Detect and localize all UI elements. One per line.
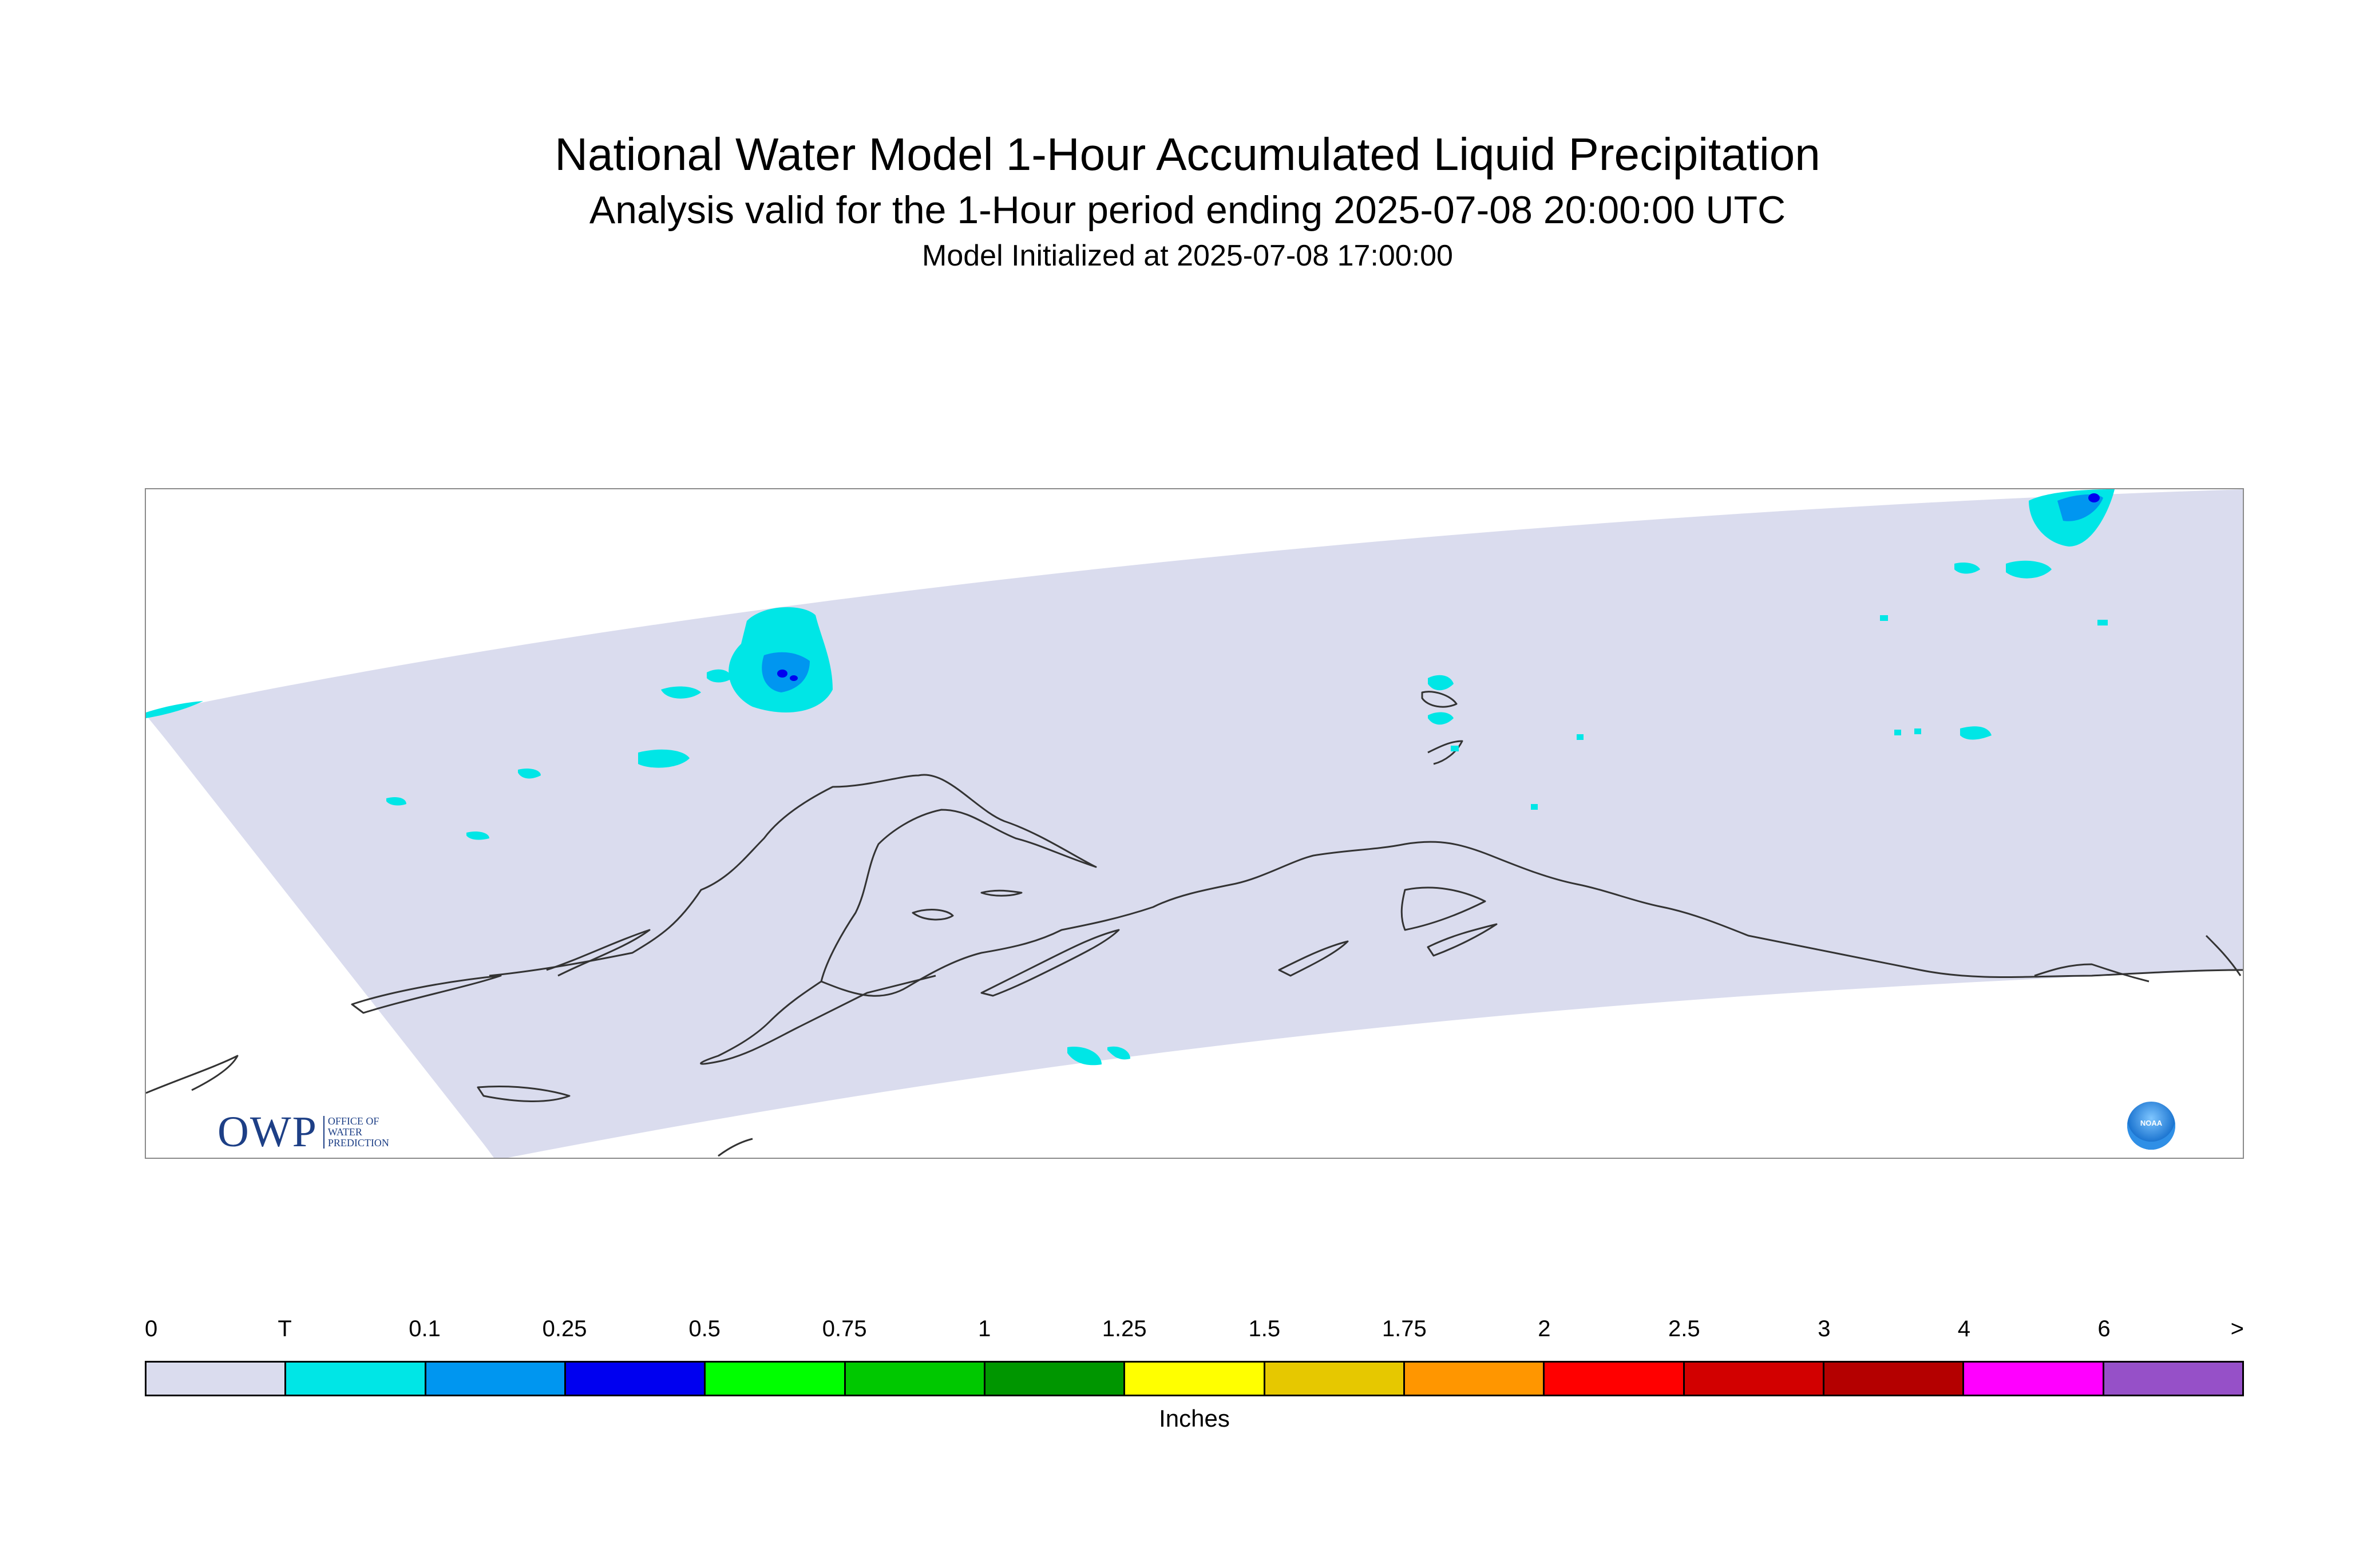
precip-peak-ne	[2088, 493, 2100, 502]
legend-label-2: 0.1	[409, 1316, 441, 1341]
coast-west-2	[351, 975, 502, 1014]
legend-units: Inches	[1159, 1405, 1230, 1432]
precip-peak-1	[777, 670, 787, 678]
legend-label-10: 2	[1538, 1316, 1551, 1341]
legend-bin-1	[286, 1363, 426, 1395]
precip-speck-2	[1531, 804, 1538, 810]
legend-labels: 0 T 0.1 0.25 0.5 0.75 1 1.25 1.5 1.75 2 2.5 3 4 6 >	[145, 1316, 2244, 1351]
precip-blob-14	[466, 831, 489, 840]
legend-bin-2	[426, 1363, 566, 1395]
precip-blob-6	[1428, 712, 1454, 725]
legend-bin-4	[706, 1363, 846, 1395]
legend-bin-7	[1125, 1363, 1265, 1395]
precip-blob-9	[1960, 726, 1992, 740]
precip-speck-5	[1914, 728, 1921, 734]
precip-blob-4	[707, 669, 733, 683]
island-5	[1427, 923, 1498, 957]
model-init-line: Model Initialized at 2025-07-08 17:00:00	[922, 239, 1453, 272]
legend-label-14: 6	[2097, 1316, 2111, 1341]
coast-fjord	[1427, 740, 1463, 765]
coast-sw	[477, 1086, 571, 1102]
precip-speck-7	[1894, 730, 1901, 735]
precip-blob-12	[146, 701, 203, 718]
precip-blob-5	[1428, 675, 1454, 691]
precip-blue	[777, 493, 2100, 681]
noaa-logo: NOAA	[2127, 1102, 2175, 1150]
island-3	[1400, 886, 1486, 931]
legend-label-13: 4	[1957, 1316, 1971, 1341]
coast-west	[146, 1055, 239, 1094]
coastline-main	[489, 774, 2243, 997]
precip-peak-2	[790, 675, 798, 681]
kodiak-island	[980, 929, 1120, 997]
legend-colorbar	[145, 1361, 2244, 1396]
alaska-peninsula	[700, 975, 936, 1065]
legend-label-7: 1.25	[1102, 1316, 1147, 1341]
precip-blob-3	[638, 749, 690, 768]
legend-bin-8	[1265, 1363, 1405, 1395]
legend-bin-3	[565, 1363, 706, 1395]
legend-label-5: 0.75	[822, 1316, 867, 1341]
precip-speck-3	[1451, 746, 1459, 751]
island-2	[980, 889, 1023, 897]
owp-logo-text: OWP	[217, 1108, 318, 1156]
legend-bin-12	[1824, 1363, 1965, 1395]
island-1	[912, 909, 954, 921]
legend-label-0: 0	[145, 1316, 158, 1341]
map-canvas	[146, 489, 2243, 1158]
precip-speck-1	[1880, 615, 1888, 621]
model-domain	[146, 489, 2243, 1158]
coast-east	[2034, 963, 2150, 983]
precip-blob-10	[1067, 1047, 1102, 1066]
legend-label-6: 1	[978, 1316, 991, 1341]
map-subtitle: Analysis valid for the 1-Hour period end…	[589, 188, 1786, 232]
precip-blob-2	[661, 686, 701, 699]
legend-bin-14	[2104, 1363, 2242, 1395]
legend-label-11: 2.5	[1668, 1316, 1700, 1341]
map-title: National Water Model 1-Hour Accumulated …	[555, 129, 1820, 180]
legend-label-15: >	[2230, 1316, 2244, 1341]
legend-bin-13	[1964, 1363, 2104, 1395]
legend-label-12: 3	[1818, 1316, 1831, 1341]
precip-blob-13	[518, 769, 541, 779]
coast-west-3	[546, 929, 651, 977]
precip-blob-7	[2006, 560, 2052, 579]
legend-label-8: 1.5	[1248, 1316, 1281, 1341]
legend-bin-5	[845, 1363, 985, 1395]
legend-bin-0	[147, 1363, 287, 1395]
precip-blob-8	[1954, 563, 1980, 574]
precip-blob-15	[386, 797, 406, 806]
legend-label-1: T	[278, 1316, 292, 1341]
map-panel: OWP OFFICE OF WATER PREDICTION NOAA	[145, 488, 2244, 1159]
coast-east-2	[2205, 935, 2242, 976]
owp-line-2: WATER	[327, 1126, 362, 1138]
precip-blob-11	[1107, 1046, 1130, 1060]
legend-bin-11	[1684, 1363, 1824, 1395]
precip-speck-6	[2097, 620, 2108, 625]
precip-speck-4	[1577, 734, 1584, 740]
domain-lower-edge	[146, 714, 496, 1158]
legend-bin-9	[1404, 1363, 1545, 1395]
legend-bin-10	[1545, 1363, 1685, 1395]
coast-islet-ne	[1421, 691, 1458, 708]
owp-line-1: OFFICE OF	[327, 1115, 379, 1127]
coast-small-sw	[718, 1138, 753, 1157]
legend-label-4: 0.5	[688, 1316, 721, 1341]
legend-label-3: 0.25	[542, 1316, 587, 1341]
owp-line-3: PREDICTION	[327, 1137, 389, 1149]
island-4	[1278, 940, 1349, 977]
owp-logo-subtext: OFFICE OF WATER PREDICTION	[323, 1116, 389, 1149]
noaa-logo-text: NOAA	[2140, 1119, 2163, 1127]
coastlines	[146, 691, 2243, 1157]
legend-bin-6	[985, 1363, 1126, 1395]
legend-label-9: 1.75	[1382, 1316, 1427, 1341]
owp-logo: OWP OFFICE OF WATER PREDICTION	[217, 1107, 389, 1157]
